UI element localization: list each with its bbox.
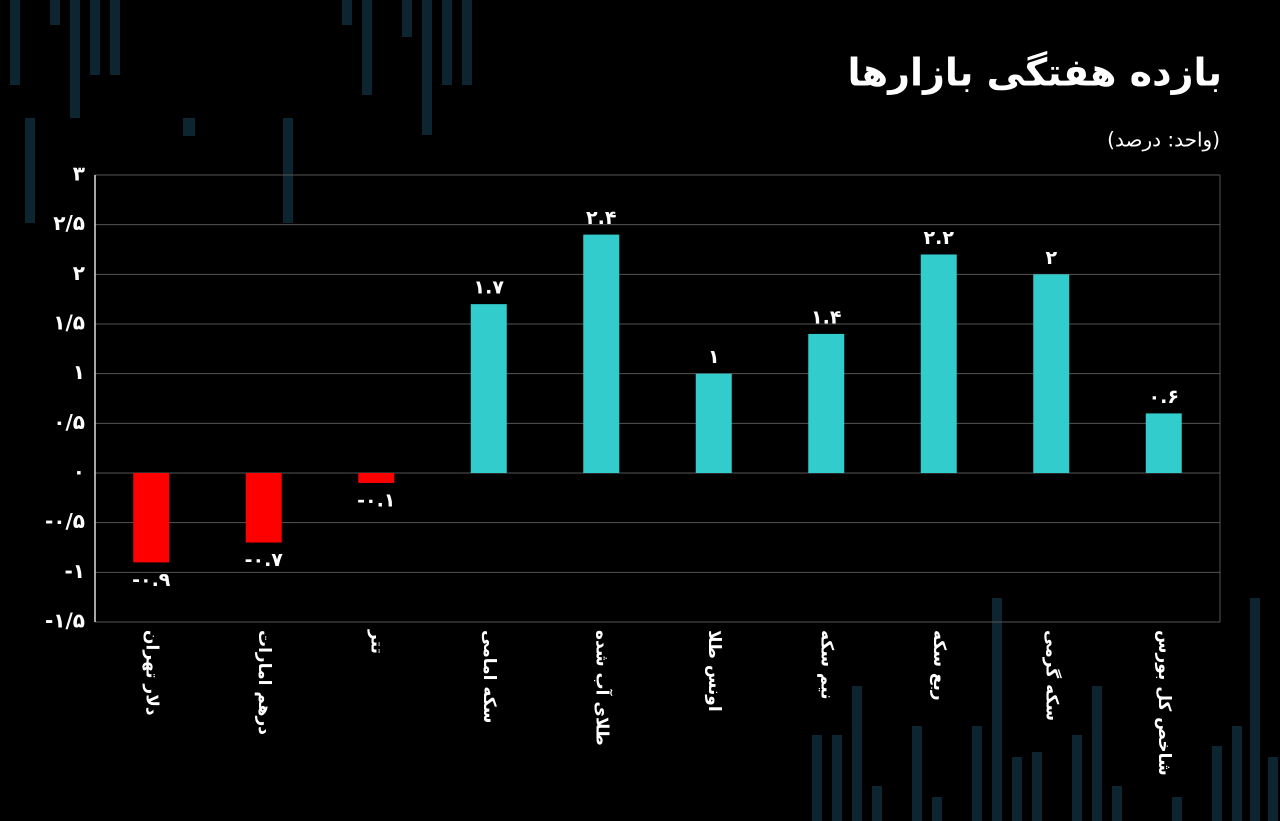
y-tick-label: ۱ bbox=[73, 360, 85, 384]
data-label: -۰.۱ bbox=[357, 489, 395, 511]
bar bbox=[470, 304, 507, 473]
data-label: ۱.۴ bbox=[811, 306, 841, 328]
bar bbox=[808, 333, 845, 473]
y-tick-label: -۱ bbox=[64, 559, 85, 583]
bar bbox=[245, 473, 282, 543]
x-tick-label: تتر bbox=[366, 629, 386, 654]
y-tick-label: ۱/۵ bbox=[53, 311, 85, 335]
x-tick-label: سکه گرمی bbox=[1041, 630, 1062, 721]
chart-title: بازده هفتگی بازارها bbox=[848, 51, 1223, 95]
y-tick-label: ۲/۵ bbox=[53, 211, 85, 235]
x-tick-label: ربع سکه bbox=[929, 630, 949, 701]
y-tick-label: -۱/۵ bbox=[45, 609, 85, 633]
x-tick-label: اونس طلا bbox=[704, 630, 724, 712]
chart-subtitle: (واحد: درصد) bbox=[1107, 128, 1220, 152]
data-label: ۱.۷ bbox=[474, 277, 505, 299]
bar bbox=[358, 473, 395, 483]
data-label: ۲.۲ bbox=[924, 227, 955, 249]
y-tick-label: ۰/۵ bbox=[53, 410, 85, 434]
bar bbox=[1145, 413, 1182, 473]
data-label: -۰.۹ bbox=[132, 569, 171, 591]
x-tick-label: دلار تهران bbox=[141, 630, 161, 716]
x-tick-label: نیم سکه bbox=[816, 630, 836, 700]
bar bbox=[133, 473, 170, 563]
bar bbox=[695, 373, 732, 473]
data-label: ۲ bbox=[1045, 247, 1057, 269]
y-tick-label: -۰/۵ bbox=[45, 509, 85, 533]
y-tick-label: ۳ bbox=[73, 162, 85, 186]
bar bbox=[920, 254, 957, 473]
x-tick-label: سکه امامی bbox=[479, 630, 499, 723]
data-label: ۲.۴ bbox=[586, 207, 616, 229]
x-tick-label: درهم امارات bbox=[254, 630, 274, 735]
y-tick-label: ۰ bbox=[73, 460, 85, 484]
data-label: ۰.۶ bbox=[1149, 386, 1179, 408]
bar bbox=[1033, 274, 1070, 473]
background-decoration bbox=[10, 0, 1278, 821]
data-label: ۱ bbox=[708, 346, 720, 368]
y-tick-label: ۲ bbox=[73, 261, 85, 285]
bar bbox=[583, 234, 620, 473]
x-tick-label: طلای آب شده bbox=[591, 630, 613, 746]
x-tick-label: شاخص کل بورس bbox=[1154, 630, 1174, 776]
data-label: -۰.۷ bbox=[245, 549, 284, 571]
